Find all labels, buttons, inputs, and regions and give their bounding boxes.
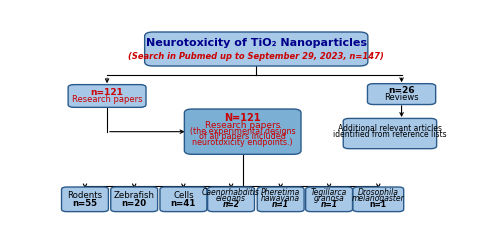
FancyBboxPatch shape: [353, 187, 404, 212]
Text: identified from reference lists: identified from reference lists: [333, 130, 447, 139]
Text: n=121: n=121: [90, 88, 124, 97]
Text: hawayana: hawayana: [261, 194, 300, 203]
FancyBboxPatch shape: [144, 32, 368, 66]
FancyBboxPatch shape: [110, 187, 158, 212]
Text: Zebrafish: Zebrafish: [114, 191, 154, 200]
FancyBboxPatch shape: [184, 109, 301, 154]
Text: Research papers: Research papers: [72, 95, 142, 104]
FancyBboxPatch shape: [306, 187, 352, 212]
Text: n=2: n=2: [222, 201, 240, 209]
Text: Additional relevant articles: Additional relevant articles: [338, 124, 442, 133]
Text: Rodents: Rodents: [68, 191, 102, 200]
Text: Research papers: Research papers: [205, 121, 281, 130]
FancyBboxPatch shape: [343, 118, 436, 149]
Text: melanogaster: melanogaster: [352, 194, 405, 203]
FancyBboxPatch shape: [368, 84, 436, 104]
Text: Tegillarca: Tegillarca: [311, 188, 347, 197]
Text: n=1: n=1: [272, 201, 289, 209]
FancyBboxPatch shape: [160, 187, 207, 212]
Text: n=20: n=20: [122, 199, 147, 208]
FancyBboxPatch shape: [257, 187, 304, 212]
Text: granosa: granosa: [314, 194, 344, 203]
Text: (the experimental designs: (the experimental designs: [190, 127, 296, 136]
Text: (Search in Pubmed up to September 29, 2023, n=147): (Search in Pubmed up to September 29, 20…: [128, 52, 384, 61]
Text: n=26: n=26: [388, 86, 415, 95]
Text: n=55: n=55: [72, 199, 98, 208]
Text: Caenorhabditis: Caenorhabditis: [202, 188, 260, 197]
Text: N=121: N=121: [224, 113, 261, 123]
Text: neurotoxicity endpoints.): neurotoxicity endpoints.): [192, 138, 293, 147]
FancyBboxPatch shape: [62, 187, 108, 212]
FancyBboxPatch shape: [208, 187, 254, 212]
Text: of all papers included: of all papers included: [199, 132, 286, 142]
Text: Pheretima: Pheretima: [261, 188, 300, 197]
Text: n=1: n=1: [370, 201, 387, 209]
Text: Cells: Cells: [173, 191, 194, 200]
Text: Neurotoxicity of TiO₂ Nanoparticles: Neurotoxicity of TiO₂ Nanoparticles: [146, 38, 367, 48]
Text: Reviews: Reviews: [384, 93, 419, 102]
Text: n=1: n=1: [320, 201, 338, 209]
Text: n=41: n=41: [170, 199, 196, 208]
FancyBboxPatch shape: [68, 85, 146, 107]
Text: elegans: elegans: [216, 194, 246, 203]
Text: Drosophila: Drosophila: [358, 188, 399, 197]
